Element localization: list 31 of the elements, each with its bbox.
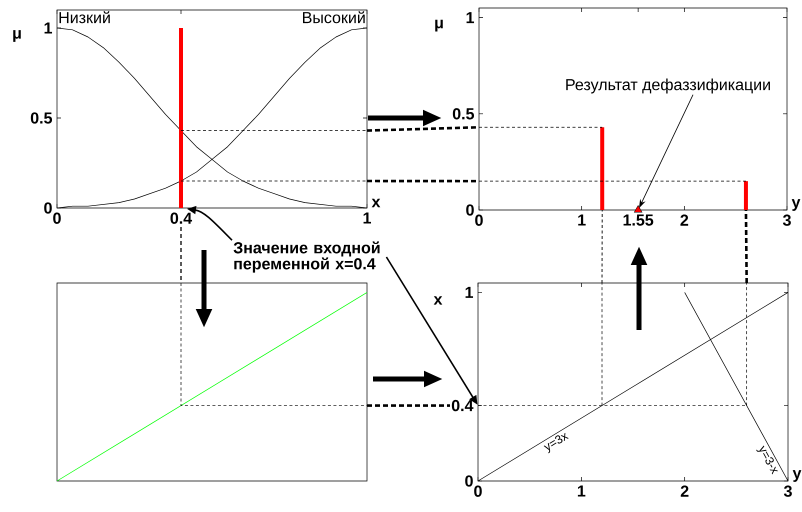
x-tick-label: 2 — [680, 486, 688, 497]
x-tick-label: 2 — [680, 214, 688, 226]
x-tick-label: 0.4 — [170, 212, 192, 224]
y-tick-label: 0.5 — [30, 112, 52, 124]
x-tick-label: 1 — [364, 212, 372, 224]
annotation: Результат дефаззификации — [566, 78, 770, 94]
x-tick-label: 3 — [784, 486, 792, 497]
legend-label: Высокий — [302, 11, 365, 24]
x-tick-label: 1 — [578, 214, 586, 226]
x-axis-title: x — [372, 198, 380, 208]
y-tick-label: 1 — [466, 12, 474, 24]
x-tick-label: 3 — [782, 214, 791, 226]
x-tick-label: 0 — [474, 486, 482, 497]
x-axis-title: y — [792, 199, 800, 211]
legend-label: Низкий — [60, 11, 110, 24]
y-tick-label: 1 — [466, 286, 474, 298]
y-tick-label: 0.5 — [452, 108, 474, 120]
x-tick-label: 1.55 — [624, 214, 654, 226]
y-axis-title: x — [434, 296, 442, 305]
x-axis-title: y — [792, 470, 802, 482]
x-tick-label: 0 — [475, 214, 483, 226]
y-tick-label: 1 — [44, 22, 52, 34]
x-tick-label: 0 — [53, 212, 61, 224]
y-tick-label: 0 — [44, 202, 52, 214]
text: Значение входной переменной x=0.4 — [234, 241, 380, 273]
y-tick-label: 0.4 — [452, 400, 474, 412]
y-tick-label: 0 — [465, 475, 473, 487]
y-axis-title: μ — [435, 20, 443, 32]
y-axis-title: μ — [13, 30, 21, 42]
x-tick-label: 1 — [578, 486, 586, 497]
y-tick-label: 0 — [466, 204, 474, 216]
